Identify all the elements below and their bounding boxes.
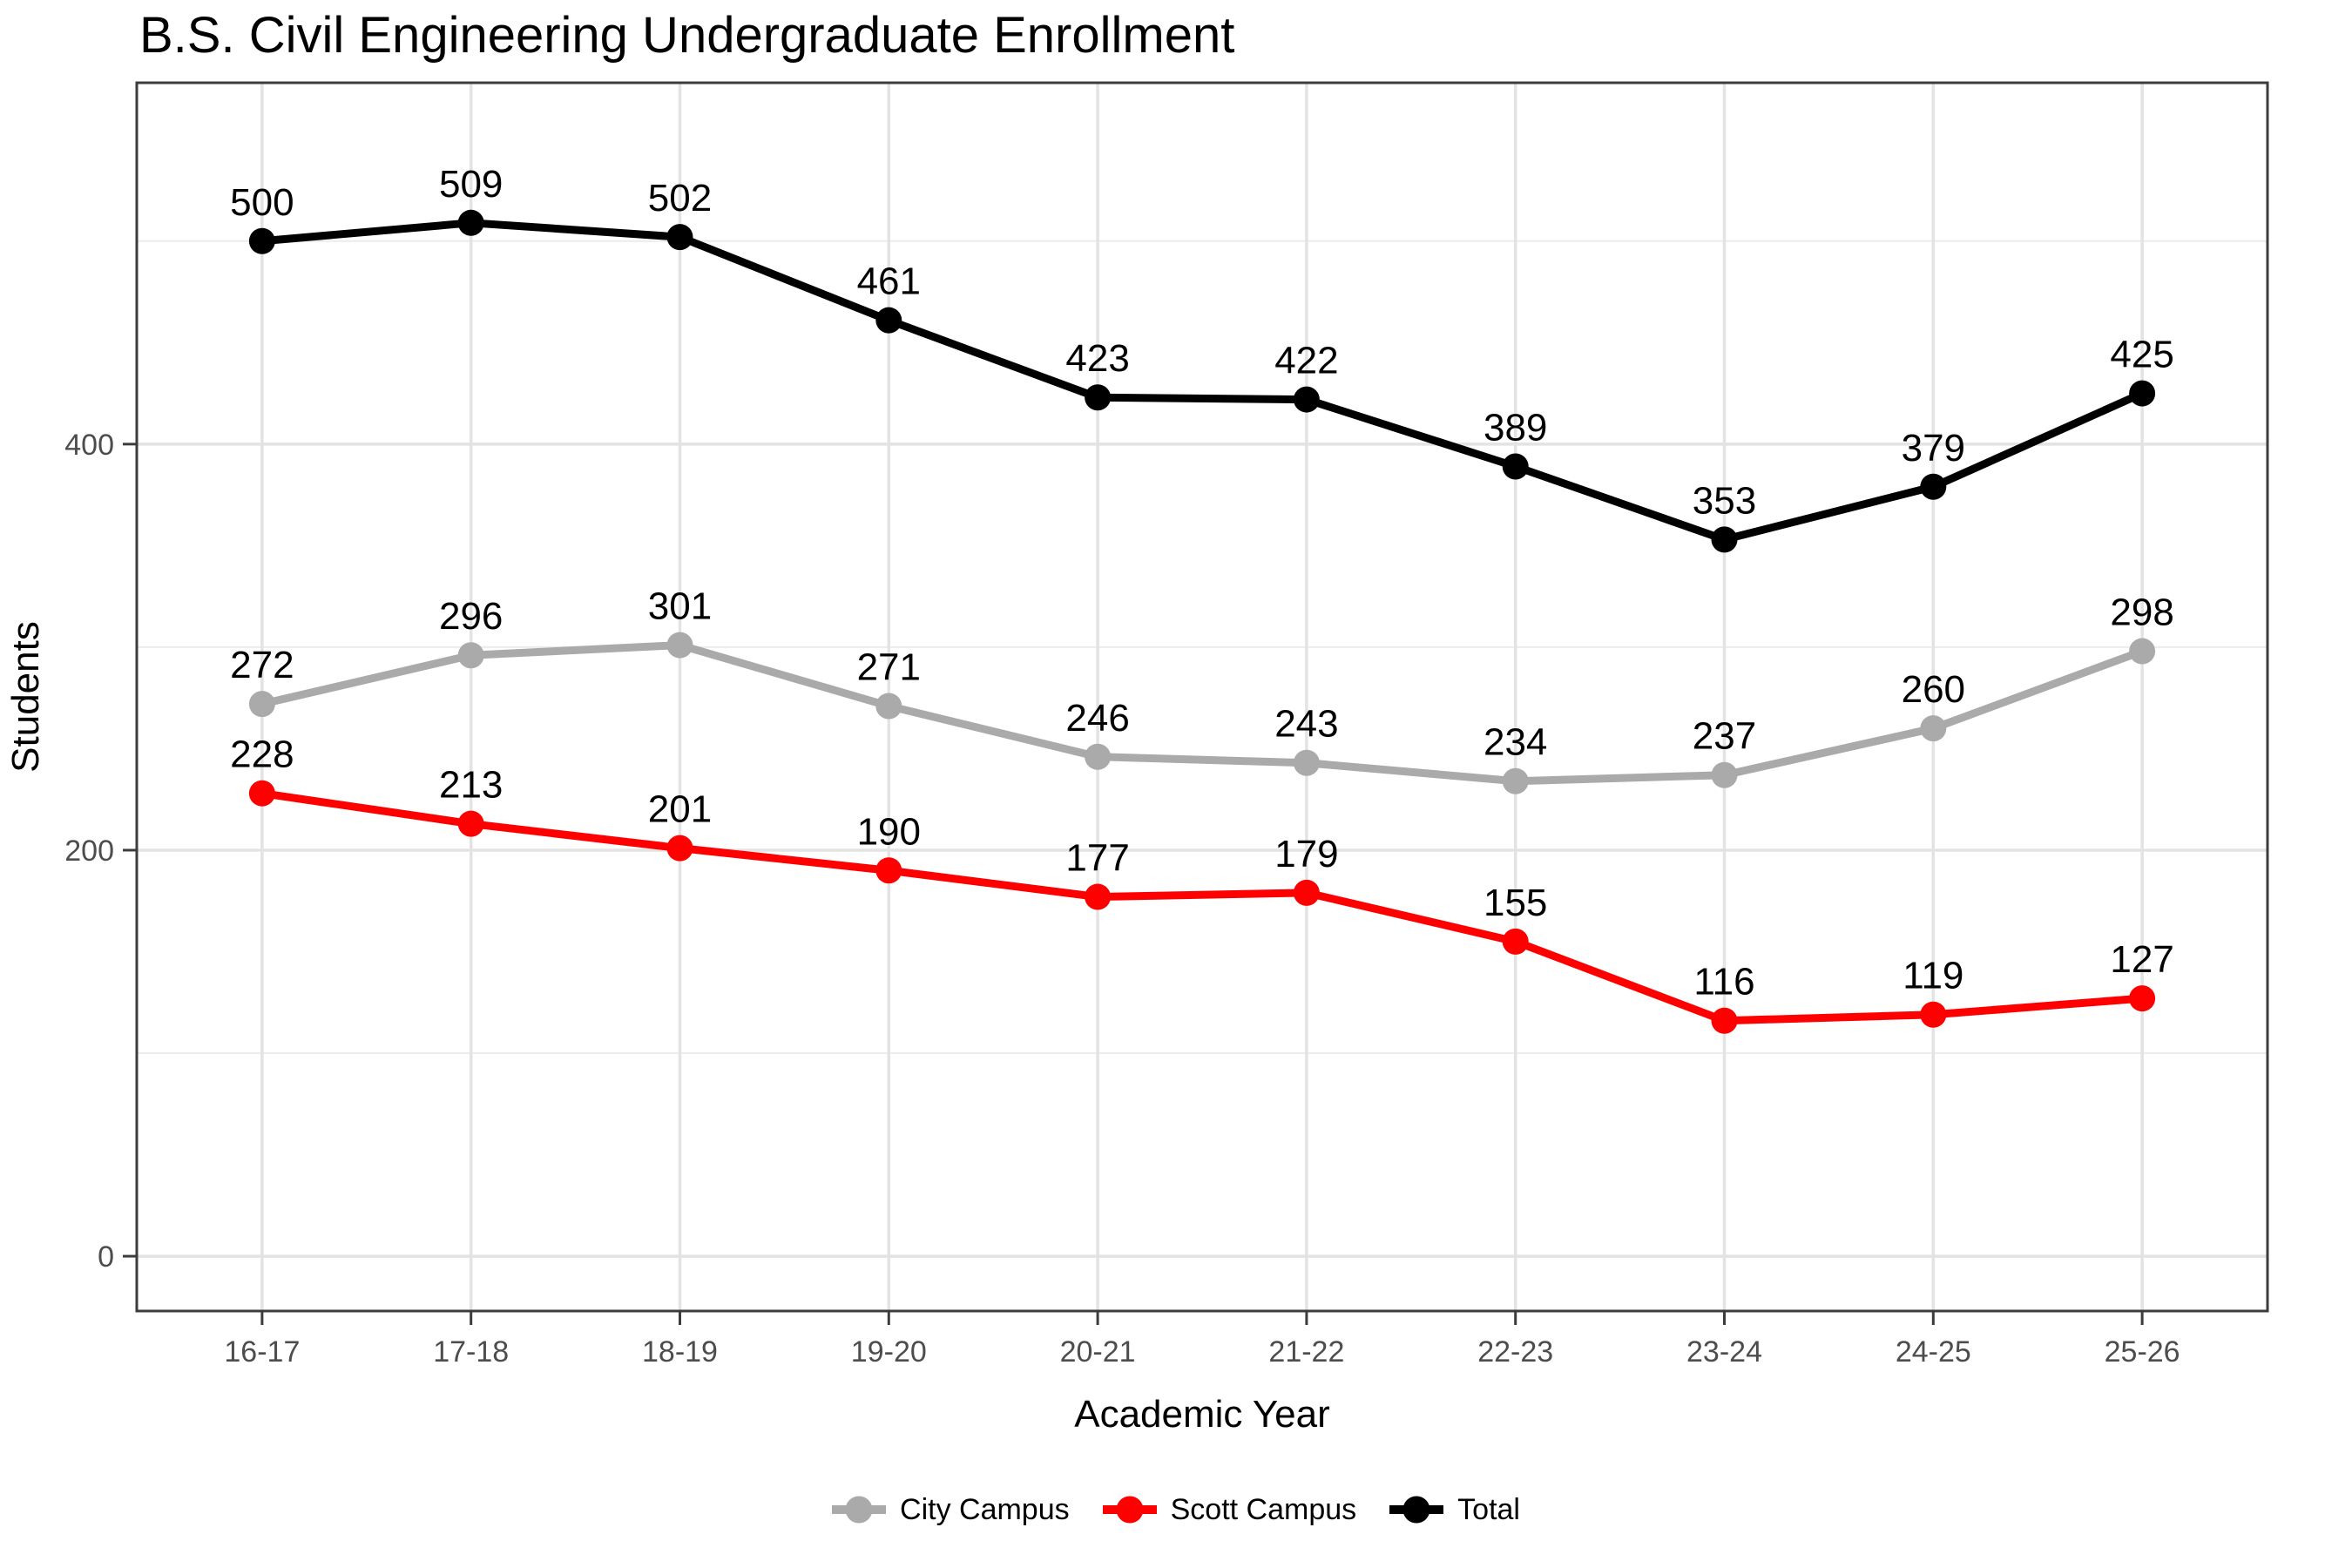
data-point <box>248 227 275 254</box>
gridlines-major <box>137 83 2268 1311</box>
y-tick-label: 0 <box>98 1240 114 1274</box>
data-point-label: 425 <box>2110 334 2173 376</box>
legend-item-city-campus: City Campus <box>832 1483 1070 1537</box>
data-point <box>248 780 275 807</box>
legend-label: City Campus <box>900 1493 1070 1526</box>
data-point <box>1920 473 1947 500</box>
city-campus-line-dot-icon <box>832 1483 887 1537</box>
data-point-label: 500 <box>230 181 294 224</box>
data-point <box>1711 1007 1738 1034</box>
data-point-label: 228 <box>230 733 294 776</box>
x-tick-label: 19-20 <box>851 1335 927 1369</box>
x-axis-title: Academic Year <box>1074 1393 1330 1436</box>
data-point-label: 298 <box>2110 591 2173 634</box>
data-point <box>666 224 693 251</box>
data-point-label: 177 <box>1065 837 1129 880</box>
x-tick-label: 21-22 <box>1268 1335 1344 1369</box>
data-point <box>666 632 693 659</box>
data-point <box>1502 928 1529 955</box>
data-point-label: 509 <box>439 163 503 206</box>
data-point <box>248 691 275 718</box>
data-point <box>875 693 902 720</box>
data-point-label: 260 <box>1902 668 1965 711</box>
data-point <box>2129 380 2156 407</box>
data-point-label: 379 <box>1902 427 1965 470</box>
gridlines-minor <box>137 240 2268 1055</box>
data-point <box>1920 1001 1947 1028</box>
panel-border <box>135 81 2269 1313</box>
data-point <box>1711 526 1738 553</box>
data-point-label: 234 <box>1484 721 1547 764</box>
data-point-label: 272 <box>230 644 294 686</box>
data-point-label: 213 <box>439 764 503 807</box>
data-point <box>1085 883 1112 910</box>
data-point <box>457 209 484 236</box>
x-tick-label: 24-25 <box>1896 1335 1971 1369</box>
data-point <box>2129 638 2156 665</box>
data-point-label: 353 <box>1693 479 1756 522</box>
axis-tick-labels: 16-17 17-18 18-19 19-20 20-21 21-22 22-23 23-24… <box>64 429 2180 1369</box>
data-point-label: 155 <box>1484 882 1547 924</box>
data-point <box>1920 715 1947 742</box>
legend-item-total: Total <box>1389 1483 1520 1537</box>
data-point <box>457 810 484 837</box>
data-point-label: 301 <box>648 585 712 628</box>
legend-label: Scott Campus <box>1170 1493 1357 1526</box>
data-point-label: 296 <box>439 595 503 638</box>
scott-campus-line-dot-icon <box>1102 1483 1157 1537</box>
y-axis-title: Students <box>4 621 47 773</box>
chart-title: B.S. Civil Engineering Undergraduate Enr… <box>139 7 1234 64</box>
x-tick-label: 16-17 <box>224 1335 300 1369</box>
data-point-label: 119 <box>1903 955 1963 997</box>
data-point <box>1293 386 1320 413</box>
panel-border-rect <box>135 81 2269 1313</box>
data-point-label: 179 <box>1274 833 1338 875</box>
data-point-label: 237 <box>1693 715 1756 758</box>
legend: City Campus Scott Campus Total <box>0 1483 2352 1537</box>
data-point-label: 190 <box>857 810 921 853</box>
axis-ticks <box>123 443 2144 1325</box>
x-tick-label: 18-19 <box>642 1335 718 1369</box>
y-tick-label: 200 <box>64 835 114 868</box>
data-point <box>457 642 484 669</box>
data-point-label: 389 <box>1484 406 1547 449</box>
data-point-label: 422 <box>1274 340 1338 382</box>
data-point-label: 246 <box>1065 697 1129 740</box>
x-tick-label: 23-24 <box>1686 1335 1762 1369</box>
data-point-label: 502 <box>648 177 712 220</box>
legend-item-scott-campus: Scott Campus <box>1102 1483 1357 1537</box>
series-line <box>258 219 2146 544</box>
data-point <box>1293 749 1320 776</box>
data-point <box>666 835 693 862</box>
data-point <box>1293 879 1320 906</box>
series-layer: 272 296 301 271 246 243 234 237 260 298 228 213 201 1… <box>230 163 2174 1034</box>
legend-label: Total <box>1457 1493 1520 1526</box>
data-point-label: 423 <box>1065 337 1129 380</box>
series-line <box>258 789 2146 1025</box>
data-point <box>875 307 902 334</box>
data-point <box>1085 743 1112 770</box>
data-point-label: 116 <box>1693 961 1754 1004</box>
data-point-label: 243 <box>1274 703 1338 746</box>
data-point <box>1502 453 1529 480</box>
data-point-label: 271 <box>857 645 921 688</box>
data-point <box>1085 384 1112 411</box>
data-point <box>1502 767 1529 794</box>
data-point-label: 127 <box>2110 938 2173 981</box>
x-tick-label: 25-26 <box>2105 1335 2180 1369</box>
x-tick-label: 20-21 <box>1060 1335 1136 1369</box>
data-point <box>1711 761 1738 788</box>
data-point-label: 461 <box>857 260 921 303</box>
data-point <box>875 857 902 884</box>
data-point-label: 201 <box>648 788 712 831</box>
x-tick-label: 22-23 <box>1477 1335 1553 1369</box>
y-tick-label: 400 <box>64 429 114 462</box>
series-line <box>258 641 2146 786</box>
data-point <box>2129 985 2156 1012</box>
x-tick-label: 17-18 <box>433 1335 509 1369</box>
total-line-dot-icon <box>1389 1483 1444 1537</box>
